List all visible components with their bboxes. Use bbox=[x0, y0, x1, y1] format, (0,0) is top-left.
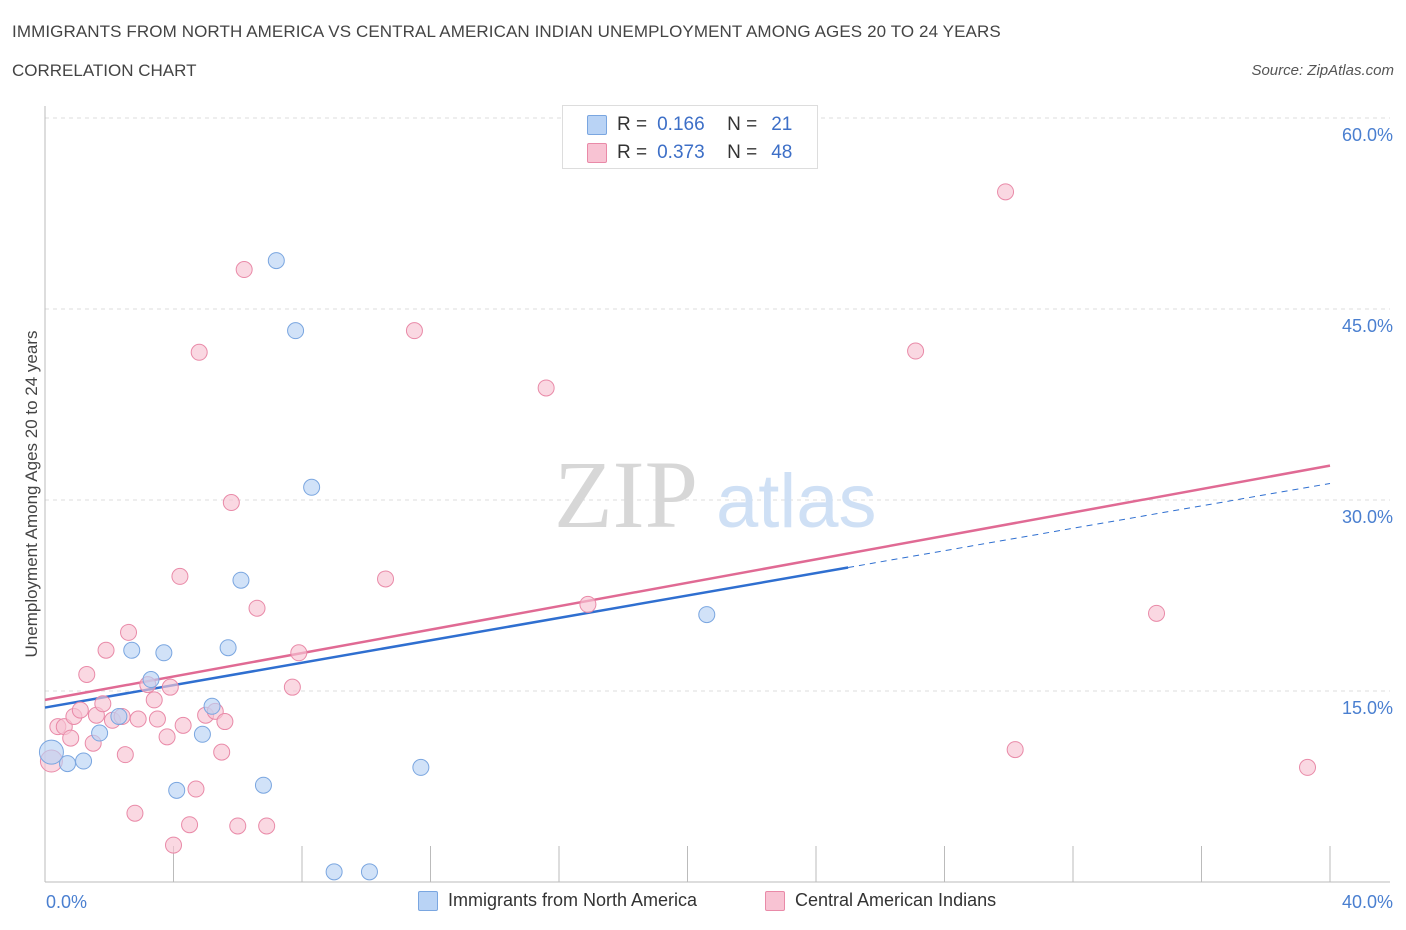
data-point-pink bbox=[171, 567, 189, 585]
legend-r-value-blue: 0.166 bbox=[657, 114, 705, 135]
y-tick-label: 45.0% bbox=[1342, 316, 1393, 336]
legend-r-value-pink: 0.373 bbox=[657, 142, 705, 163]
chart-title: IMMIGRANTS FROM NORTH AMERICA VS CENTRAL… bbox=[12, 22, 1001, 41]
series-legend-pink: Central American Indians bbox=[765, 890, 996, 911]
data-point-pink bbox=[248, 599, 266, 617]
data-point-pink bbox=[405, 322, 423, 340]
legend-swatch-pink bbox=[587, 143, 607, 163]
legend-r-label: R = bbox=[617, 142, 648, 163]
source-credit: Source: ZipAtlas.com bbox=[1251, 62, 1394, 79]
data-point-pink bbox=[97, 641, 115, 659]
data-point-blue bbox=[110, 707, 128, 725]
data-point-blue bbox=[325, 863, 343, 881]
series-label-blue: Immigrants from North America bbox=[448, 890, 698, 910]
legend-n-label: N = bbox=[727, 114, 758, 135]
data-point-pink bbox=[190, 343, 208, 361]
legend-n-value-pink: 48 bbox=[771, 142, 793, 163]
data-point-pink bbox=[1006, 741, 1024, 759]
data-point-pink bbox=[283, 678, 301, 696]
chart-subtitle: CORRELATION CHART bbox=[12, 61, 197, 80]
data-point-pink bbox=[216, 713, 234, 731]
data-point-blue bbox=[232, 571, 250, 589]
watermark-atlas: atlas bbox=[716, 459, 877, 544]
data-point-pink bbox=[213, 743, 231, 761]
data-point-pink bbox=[997, 183, 1015, 201]
data-point-pink bbox=[148, 710, 166, 728]
data-point-pink bbox=[78, 665, 96, 683]
legend-row-pink: R = 0.373 N = 48 bbox=[587, 141, 792, 165]
data-point-pink bbox=[94, 695, 112, 713]
data-point-blue bbox=[142, 671, 160, 689]
data-point-blue bbox=[193, 725, 211, 743]
data-point-pink bbox=[174, 716, 192, 734]
series-swatch-blue bbox=[418, 890, 438, 911]
legend-n-label: N = bbox=[727, 142, 758, 163]
correlation-legend: R = 0.166 N = 21 R = 0.373 N = 48 bbox=[562, 105, 818, 169]
y-tick-label: 60.0% bbox=[1342, 125, 1393, 145]
y-tick-label: 30.0% bbox=[1342, 507, 1393, 527]
data-point-blue bbox=[287, 322, 305, 340]
data-point-blue bbox=[303, 478, 321, 496]
data-point-pink bbox=[187, 780, 205, 798]
data-point-pink bbox=[537, 379, 555, 397]
data-point-blue bbox=[412, 758, 430, 776]
data-point-pink bbox=[222, 494, 240, 512]
gridlines bbox=[45, 117, 1390, 692]
data-point-blue bbox=[168, 781, 186, 799]
data-point-blue bbox=[123, 641, 141, 659]
legend-row-blue: R = 0.166 N = 21 bbox=[587, 113, 792, 137]
trend-lines bbox=[44, 464, 1331, 709]
data-point-blue bbox=[360, 863, 378, 881]
tick-labels: 15.0% 30.0% 45.0% 60.0% 0.0% 40.0% bbox=[46, 125, 1393, 912]
data-point-pink bbox=[290, 644, 308, 662]
data-point-pink bbox=[258, 817, 276, 835]
data-point-pink bbox=[229, 817, 247, 835]
data-point-blue bbox=[155, 644, 173, 662]
trend-line-pink bbox=[44, 464, 1331, 702]
data-point-pink bbox=[129, 710, 147, 728]
legend-n-value-blue: 21 bbox=[771, 114, 793, 135]
data-point-pink bbox=[579, 595, 597, 613]
data-point-blue bbox=[698, 606, 716, 624]
data-point-pink bbox=[120, 623, 138, 641]
data-point-pink bbox=[62, 729, 80, 747]
watermark-zip: ZIP bbox=[554, 441, 698, 548]
trend-line-blue bbox=[44, 566, 849, 709]
data-point-pink bbox=[181, 816, 199, 834]
data-point-blue bbox=[91, 724, 109, 742]
x-tick-label: 0.0% bbox=[46, 892, 87, 912]
data-point-pink bbox=[158, 728, 176, 746]
data-point-pink bbox=[377, 570, 395, 588]
data-point-pink bbox=[71, 701, 89, 719]
data-point-blue bbox=[58, 755, 76, 773]
trend-line-blue-extension bbox=[848, 482, 1331, 568]
series-swatch-pink bbox=[765, 890, 785, 911]
x-tick-label: 40.0% bbox=[1342, 892, 1393, 912]
data-point-pink bbox=[145, 691, 163, 709]
series-legend-blue: Immigrants from North America bbox=[418, 890, 697, 911]
data-point-blue bbox=[267, 252, 285, 270]
legend-swatch-blue bbox=[587, 115, 607, 135]
data-point-blue bbox=[254, 776, 272, 794]
data-point-blue bbox=[75, 752, 93, 770]
data-point-pink bbox=[165, 836, 182, 854]
data-point-pink bbox=[235, 261, 253, 279]
y-tick-label: 15.0% bbox=[1342, 698, 1393, 718]
data-points bbox=[38, 183, 1317, 881]
y-axis-label: Unemployment Among Ages 20 to 24 years bbox=[22, 331, 41, 658]
data-point-pink bbox=[1299, 758, 1317, 776]
data-point-pink bbox=[116, 746, 134, 764]
data-point-pink bbox=[126, 804, 144, 822]
legend-r-label: R = bbox=[617, 114, 648, 135]
data-point-pink bbox=[161, 678, 179, 696]
data-point-blue bbox=[219, 639, 237, 657]
data-point-blue bbox=[38, 739, 64, 765]
data-point-pink bbox=[907, 342, 925, 360]
data-point-pink bbox=[1148, 604, 1166, 622]
data-point-blue bbox=[203, 697, 221, 715]
series-label-pink: Central American Indians bbox=[795, 890, 997, 910]
